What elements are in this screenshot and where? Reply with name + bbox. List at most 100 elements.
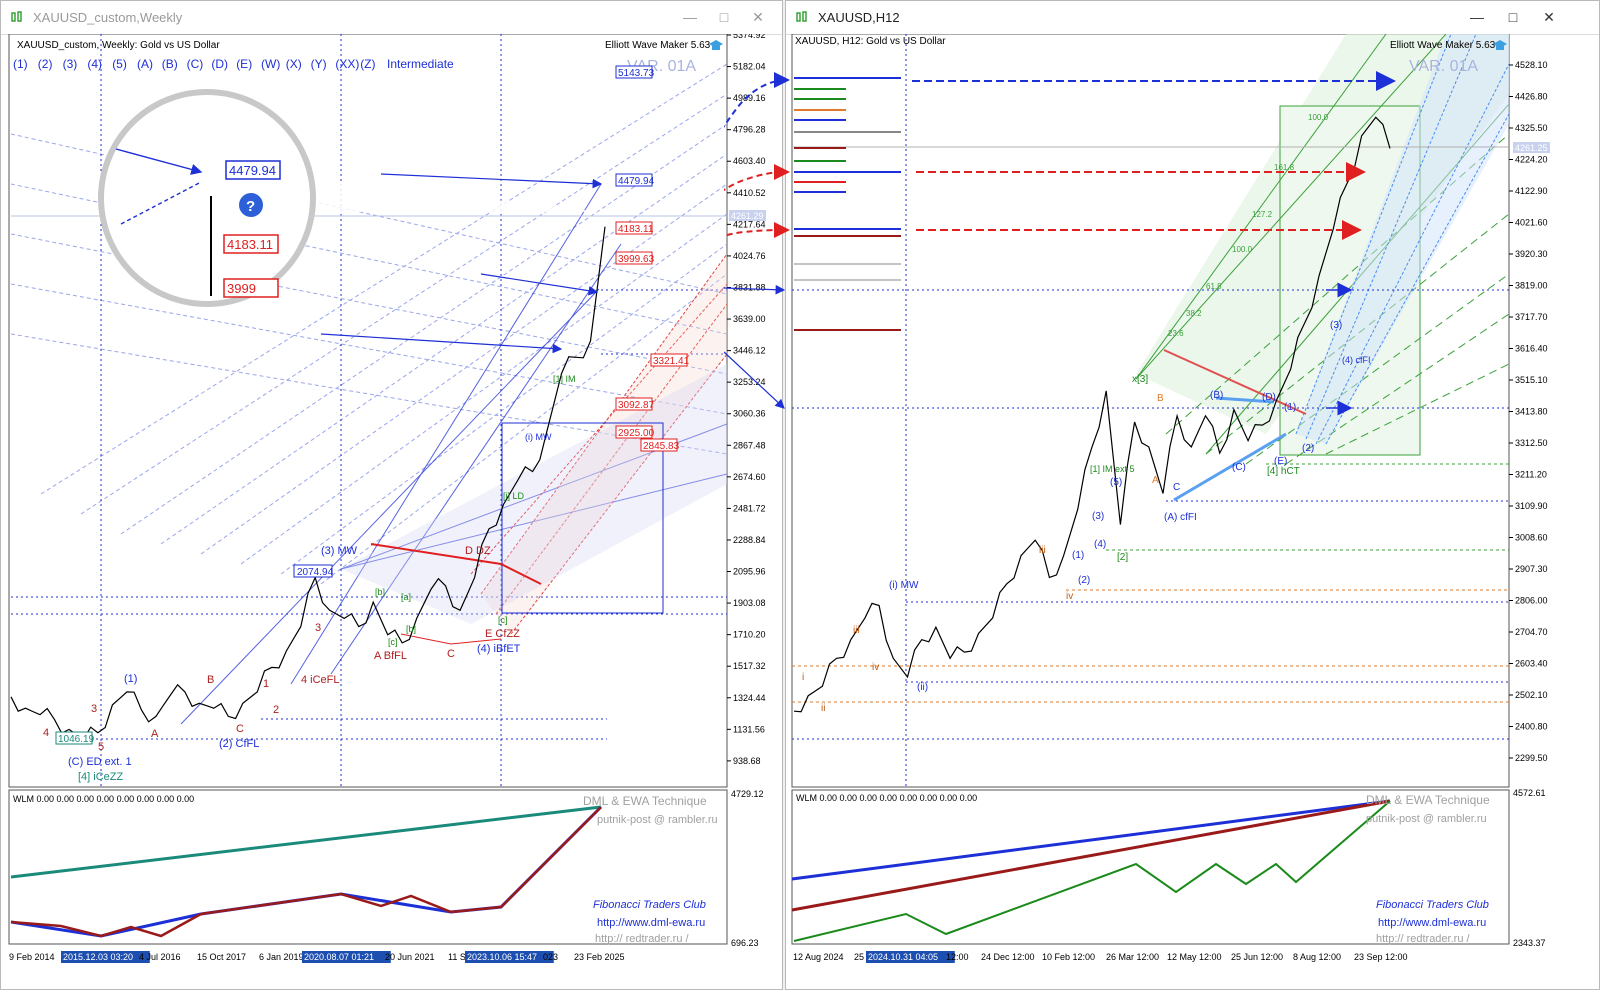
- chart-window-icon: [796, 11, 807, 22]
- price-tick-label: 3109.90: [1515, 501, 1548, 511]
- wave-label: (3) MW: [321, 545, 358, 557]
- price-tick-label: 5374.92: [733, 34, 766, 40]
- price-tick-label: 4603.40: [733, 156, 766, 166]
- fib-level-label: 161.8: [1274, 163, 1295, 172]
- wave-label: (A) cfFI: [1164, 512, 1197, 523]
- brand-label: DML & EWA Technique: [1366, 793, 1490, 807]
- wave-label: D DZ: [465, 545, 491, 557]
- h12-chart-area[interactable]: XAUUSD, H12: Gold vs US Dollar Elliott W…: [786, 34, 1599, 990]
- wave-label: iii: [1039, 545, 1046, 556]
- wave-label: C: [447, 648, 455, 660]
- wave-label: [4] iCeZZ: [78, 771, 124, 783]
- price-tick-label: 1517.32: [733, 661, 766, 671]
- club-label: Fibonacci Traders Club: [1376, 899, 1489, 911]
- time-cursor-badge: [866, 951, 955, 963]
- price-tick-label: 4410.52: [733, 188, 766, 198]
- h12-chart-window[interactable]: XAUUSD,H12 — □ ✕: [785, 0, 1600, 990]
- wave-label: B: [207, 674, 214, 686]
- time-tick-label: 2020.08.07 01:21: [304, 952, 374, 962]
- wave-label: [4] hCT: [1267, 466, 1300, 477]
- indicator-label: Elliott Wave Maker 5.63: [1390, 40, 1496, 51]
- price-tick-label: 3060.36: [733, 409, 766, 419]
- wlm-axis-bottom: 696.23: [731, 938, 759, 948]
- help-cap-icon[interactable]: [1493, 40, 1507, 50]
- minimize-button[interactable]: —: [1470, 9, 1484, 25]
- price-tick-label: 2603.40: [1515, 659, 1548, 669]
- weekly-chart-window[interactable]: XAUUSD_custom,Weekly — □ ✕: [0, 0, 783, 990]
- degree-button[interactable]: (2): [38, 57, 53, 71]
- wave-label: 3: [315, 622, 321, 634]
- chart-window-icon: [11, 11, 22, 22]
- h12-window-title: XAUUSD,H12: [818, 10, 900, 25]
- minimize-button[interactable]: —: [683, 9, 697, 25]
- close-button[interactable]: ✕: [1543, 9, 1555, 25]
- degree-label: Intermediate: [387, 57, 454, 71]
- weekly-chart-area[interactable]: XAUUSD_custom, Weekly: Gold vs US Dollar…: [1, 34, 782, 990]
- price-tick-label: 2806.00: [1515, 596, 1548, 606]
- wave-label: (i) MW: [525, 432, 552, 442]
- target-2074: 2074.94: [297, 567, 334, 578]
- time-tick-label: 24 Dec 12:00: [981, 952, 1035, 962]
- time-tick-label: 20 Jun 2021: [385, 952, 435, 962]
- price-tick-label: 2502.10: [1515, 690, 1548, 700]
- price-tick-label: 3211.20: [1515, 470, 1547, 480]
- degree-button[interactable]: (X): [286, 57, 302, 71]
- degree-button[interactable]: (4): [87, 57, 102, 71]
- help-question-icon: ?: [246, 198, 255, 215]
- url1-link[interactable]: http://www.dml-ewa.ru: [1378, 917, 1486, 929]
- wave-label: (3): [1092, 511, 1104, 522]
- price-tick-label: 3446.12: [733, 346, 766, 356]
- maximize-button[interactable]: □: [719, 9, 729, 25]
- url2-link[interactable]: http:// redtrader.ru /: [595, 933, 689, 945]
- magnified-target-red1: 4183.11: [227, 237, 273, 252]
- wave-label: x[3]: [1132, 374, 1148, 385]
- fib-level-label: 127.2: [1252, 210, 1273, 219]
- degree-button[interactable]: (E): [236, 57, 252, 71]
- wave-label: [a]: [401, 592, 411, 602]
- degree-button[interactable]: (XX): [335, 57, 359, 71]
- degree-button[interactable]: (Z): [360, 57, 375, 71]
- price-tick-label: 2704.70: [1515, 627, 1548, 637]
- time-tick-label: 2023.10.06 15:47: [467, 952, 537, 962]
- wave-label: (1): [124, 673, 137, 685]
- club-label: Fibonacci Traders Club: [593, 899, 706, 911]
- wave-label: [2]: [1117, 552, 1128, 563]
- help-cap-icon[interactable]: [709, 40, 723, 50]
- time-tick-label: 23 Sep 12:00: [1354, 952, 1408, 962]
- url1-link[interactable]: http://www.dml-ewa.ru: [597, 917, 705, 929]
- degree-button[interactable]: (Y): [311, 57, 327, 71]
- degree-button[interactable]: (B): [162, 57, 178, 71]
- wave-label: 4: [43, 727, 49, 739]
- degree-button[interactable]: (C): [187, 57, 204, 71]
- wave-label: (4) cfFI: [1342, 355, 1371, 365]
- wave-label: (C) ED ext. 1: [68, 756, 132, 768]
- time-tick-label: 15 Oct 2017: [197, 952, 246, 962]
- fib-level-label: 38.2: [1186, 309, 1202, 318]
- degree-button[interactable]: (5): [112, 57, 127, 71]
- price-tick-label: 2867.48: [733, 440, 766, 450]
- price-tick-label: 3312.50: [1515, 438, 1548, 448]
- current-price-tag: 4261.25: [1515, 143, 1548, 153]
- h12-chart-header: XAUUSD, H12: Gold vs US Dollar: [795, 36, 946, 47]
- weekly-window-titlebar[interactable]: XAUUSD_custom,Weekly — □ ✕: [1, 1, 782, 35]
- degree-button[interactable]: (D): [211, 57, 228, 71]
- wave-label: (5): [1110, 477, 1122, 488]
- wave-label: 4 iCeFL: [301, 674, 340, 686]
- wave-label: E CfZZ: [485, 628, 520, 640]
- close-button[interactable]: ✕: [752, 9, 764, 25]
- price-tick-label: 3920.30: [1515, 249, 1548, 259]
- wave-label: (ii): [917, 682, 928, 693]
- degree-button[interactable]: (A): [137, 57, 153, 71]
- price-tick-label: 1903.08: [733, 598, 766, 608]
- time-tick-label: 25: [854, 952, 864, 962]
- fib-level-label: 100.0: [1232, 245, 1253, 254]
- degree-button[interactable]: (W): [261, 57, 280, 71]
- degree-button[interactable]: (3): [63, 57, 78, 71]
- price-tick-label: 4989.16: [733, 93, 766, 103]
- degree-button[interactable]: (1): [13, 57, 28, 71]
- price-tick-label: 4528.10: [1515, 60, 1548, 70]
- url2-link[interactable]: http:// redtrader.ru /: [1376, 933, 1470, 945]
- email-label: putnik-post @ rambler.ru: [597, 814, 718, 826]
- h12-window-titlebar[interactable]: XAUUSD,H12 — □ ✕: [786, 1, 1599, 35]
- maximize-button[interactable]: □: [1508, 9, 1518, 25]
